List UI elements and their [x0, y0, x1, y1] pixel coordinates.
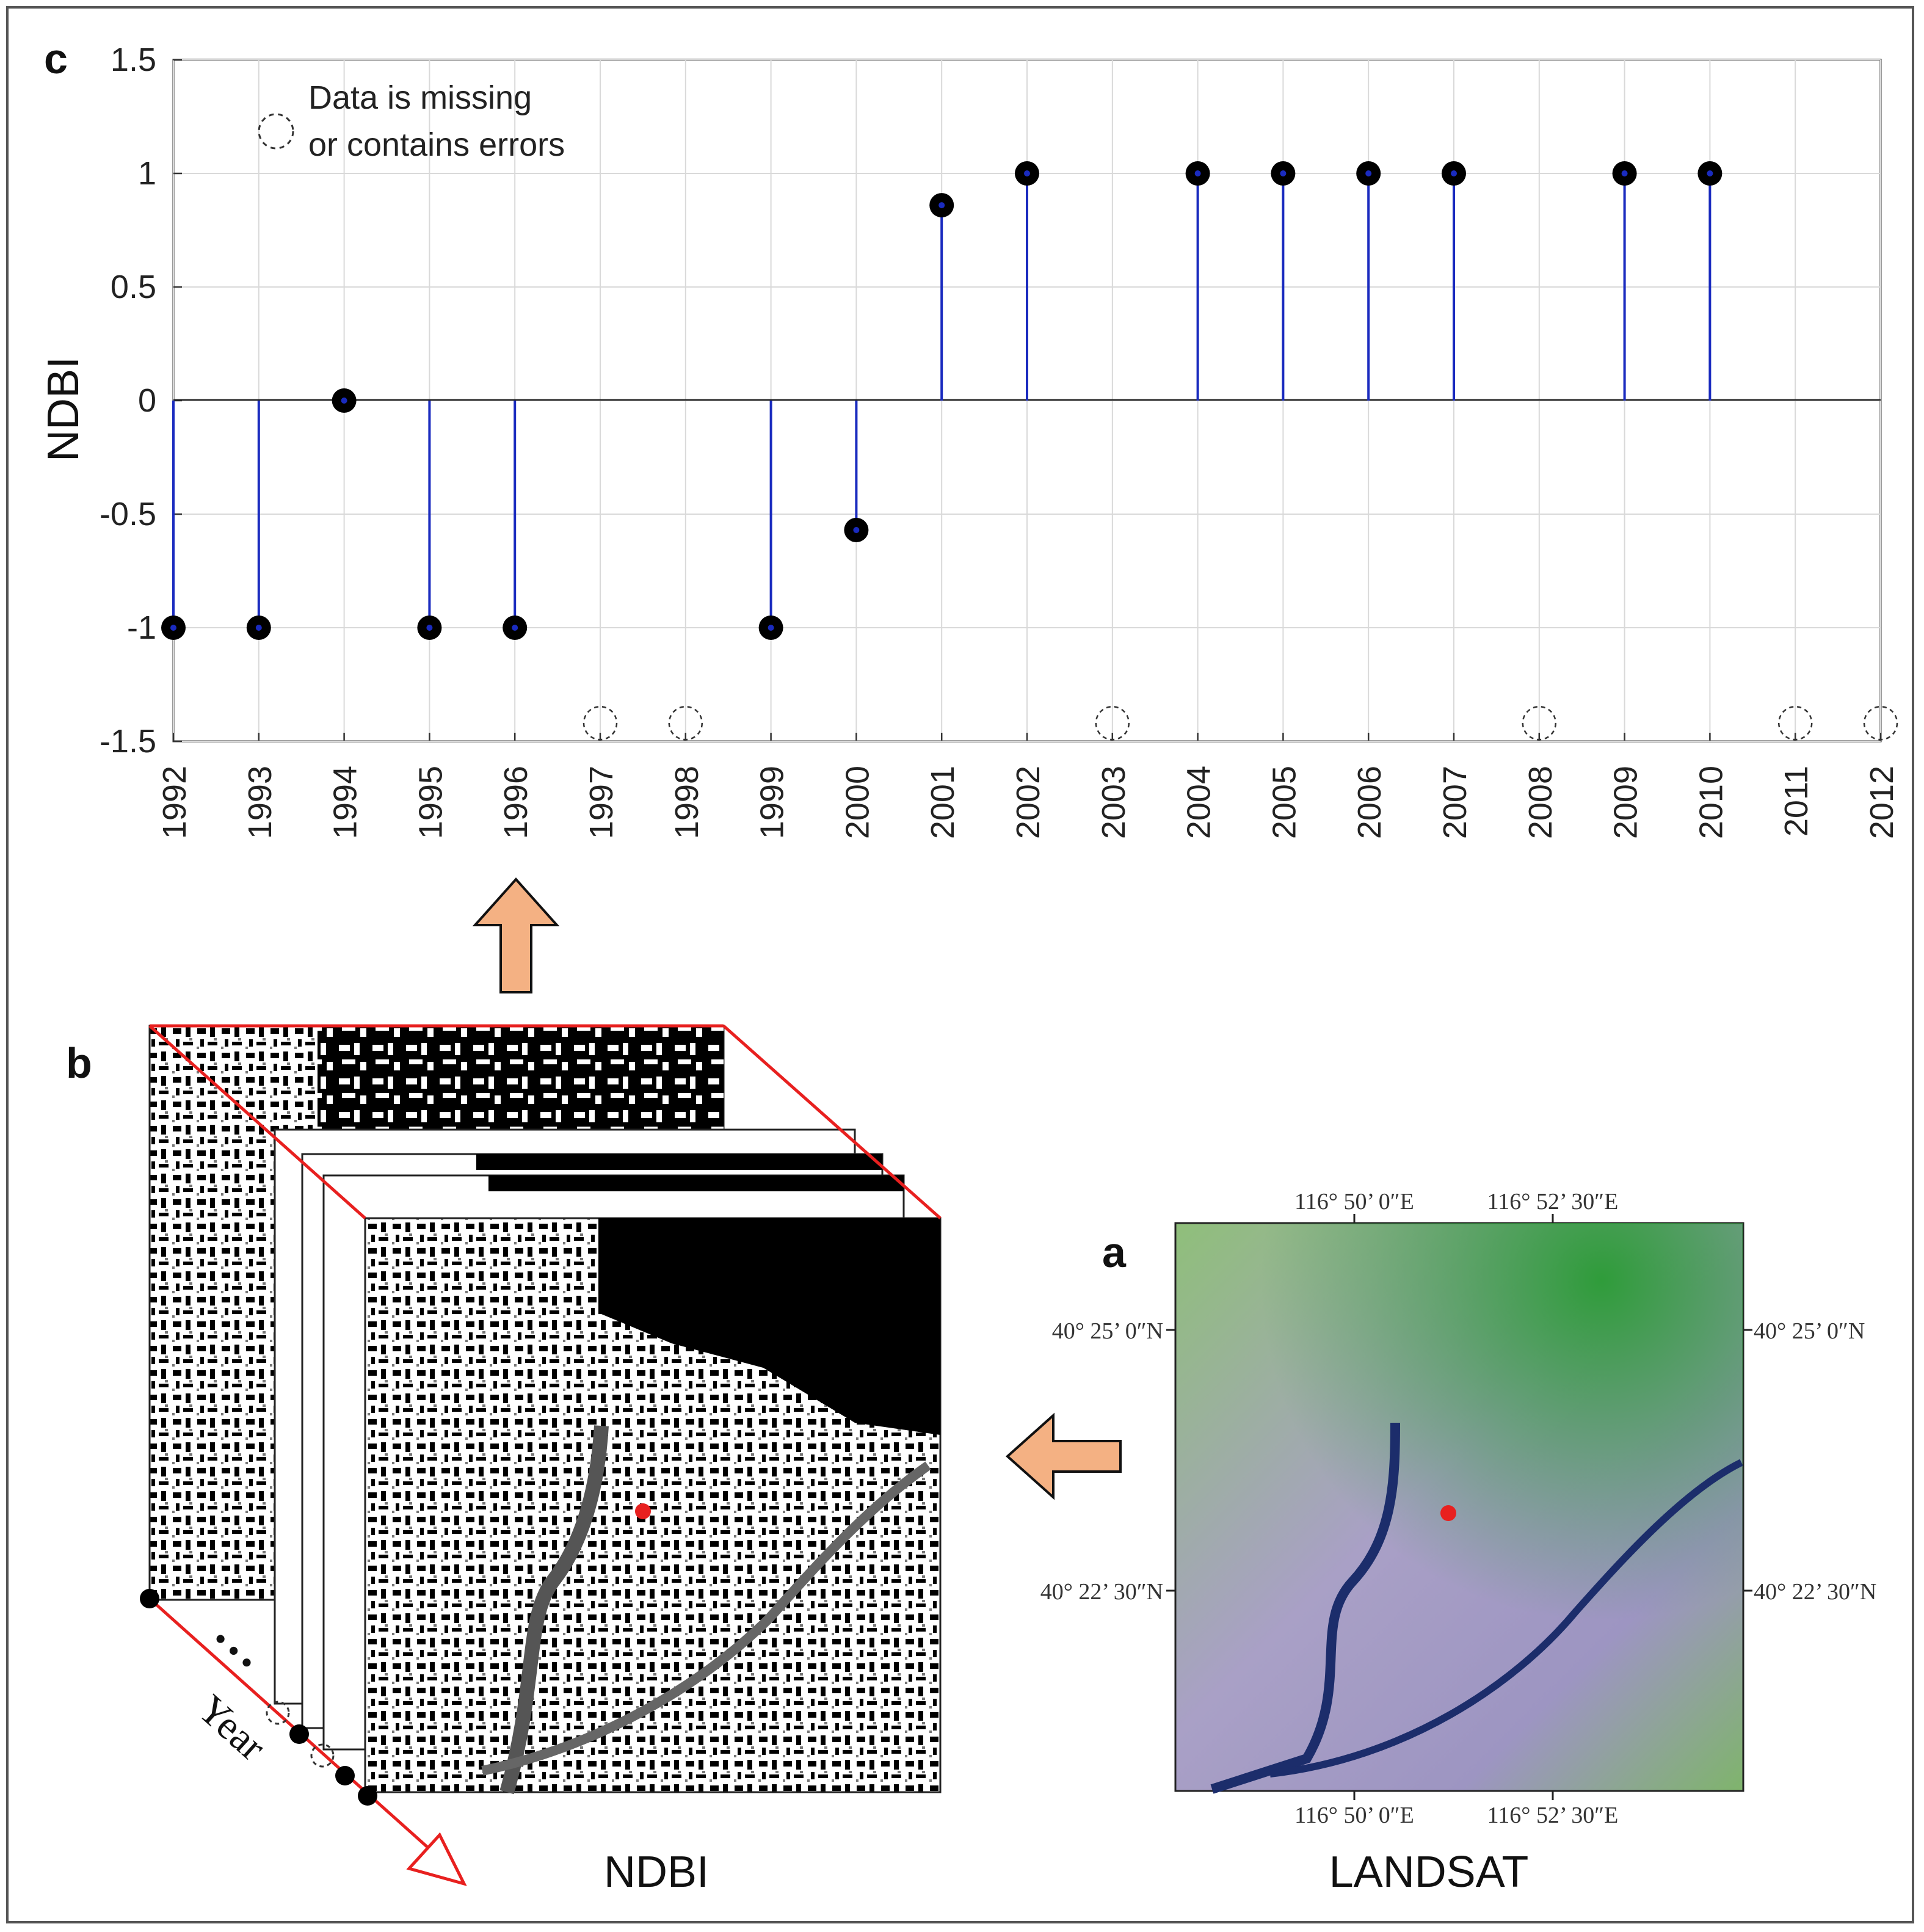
y-tick-label: 0: [138, 382, 156, 419]
year-dot: [358, 1786, 377, 1806]
ndbi-stem-chart: -1.5-1-0.500.511.5 1992 1993 1994 1995 1996 1…: [39, 35, 1900, 839]
up-arrow-icon: [472, 877, 560, 993]
stem-marker-center: [341, 398, 347, 404]
y-tick-label: 1.5: [111, 42, 156, 78]
legend-text-line2: or contains errors: [308, 126, 565, 163]
landsat-caption: LANDSAT: [1329, 1848, 1529, 1897]
missing-data-marker: [1863, 705, 1898, 741]
panel-label-c: c: [44, 35, 68, 82]
y-tick-label: -1: [127, 609, 156, 646]
x-tick-label: 2009: [1608, 766, 1644, 839]
x-tick-label: 1997: [583, 766, 620, 839]
ndbi-channel: [481, 1461, 931, 1776]
map-lon-label-bottom: 116° 50’ 0″E: [1294, 1803, 1414, 1828]
map-lon-label-top: 116° 52’ 30″E: [1487, 1189, 1619, 1215]
x-tick-label: 2002: [1010, 766, 1047, 839]
x-tick-label: 2008: [1522, 766, 1559, 839]
map-lat-label-left: 40° 22’ 30″N: [1040, 1579, 1163, 1605]
stem-marker-center: [1194, 170, 1201, 176]
x-tick-label: 2007: [1437, 766, 1473, 839]
year-axis-arrowhead: [406, 1832, 467, 1886]
stem-marker-center: [170, 625, 176, 631]
left-arrow-icon: [1005, 1412, 1122, 1500]
landsat-channel: [1269, 1459, 1743, 1778]
ndbi-image-stack: b • • • Year NDBI: [66, 1024, 942, 1897]
y-tick-label: -1.5: [100, 723, 156, 760]
stem-marker-center: [255, 625, 262, 631]
stem-marker-center: [1451, 170, 1457, 176]
x-tick-label: 2006: [1351, 766, 1388, 839]
legend: Data is missing or contains errors: [258, 79, 565, 163]
x-tick-label: 1996: [498, 766, 534, 839]
figure-frame: [6, 6, 1914, 1923]
x-tick-label: 1994: [327, 766, 364, 839]
missing-data-marker: [1095, 705, 1130, 741]
cube-edge-diag-left: [148, 1025, 366, 1219]
map-lat-label-right: 40° 25’ 0″N: [1754, 1318, 1865, 1344]
panel-label-a: a: [1102, 1229, 1127, 1276]
x-tick-label: 2000: [839, 766, 876, 839]
year-dot: [140, 1589, 159, 1608]
y-tick-labels: -1.5 -1 -0.5 0 0.5 1 1.5: [100, 42, 156, 760]
landsat-river: [1210, 1422, 1400, 1794]
year-axis-ellipsis: • • •: [206, 1624, 261, 1677]
stem-marker-center: [426, 625, 433, 631]
ndbi-frame-mid2-strip: [476, 1154, 882, 1170]
y-axis-label: NDBI: [39, 357, 88, 462]
landsat-mountains: [1175, 1223, 1743, 1791]
stem-marker-center: [512, 625, 518, 631]
stem-marker-center: [1365, 170, 1372, 176]
landsat-map: a 116° 50’ 0″E 116° 52’ 30″E 116° 50’ 0″…: [1040, 1189, 1877, 1897]
map-lat-label-right: 40° 22’ 30″N: [1754, 1579, 1876, 1605]
cube-edge-diag-right: [722, 1025, 942, 1219]
x-tick-label: 1998: [669, 766, 705, 839]
map-lat-label-left: 40° 25’ 0″N: [1052, 1318, 1163, 1344]
year-dot-missing: [266, 1701, 290, 1725]
y-tick-label: 1: [138, 155, 156, 192]
stem-series: [161, 161, 1723, 640]
missing-data-marker: [1522, 705, 1557, 741]
x-tick-label: 2011: [1778, 766, 1815, 837]
stem-marker-center: [1707, 170, 1713, 176]
x-tick-labels: 1992 1993 1994 1995 1996 1997 1998 1999 2000 2001…: [156, 766, 1900, 839]
y-tick-label: -0.5: [100, 496, 156, 532]
missing-data-marker: [1777, 705, 1813, 741]
stem-marker-center: [1621, 170, 1628, 176]
x-tick-label: 2012: [1864, 766, 1900, 839]
ndbi-river: [499, 1425, 609, 1795]
map-lon-label-top: 116° 50’ 0″E: [1294, 1189, 1414, 1215]
ndbi-frame-back-darktop: [318, 1026, 724, 1130]
dashed-circle-icon: [258, 113, 294, 150]
missing-data-marker: [583, 705, 618, 741]
x-tick-label: 1993: [242, 766, 278, 839]
stem-marker-center: [1280, 170, 1287, 176]
ndbi-dark-region: [598, 1218, 940, 1435]
x-tick-label: 2004: [1181, 766, 1218, 839]
x-tick-label: 1995: [412, 766, 449, 839]
ndbi-frame-mid3-strip: [488, 1175, 904, 1191]
x-tick-label: 2005: [1266, 766, 1302, 839]
x-tick-label: 1999: [754, 766, 791, 839]
y-tick-label: 0.5: [111, 269, 156, 305]
ndbi-caption: NDBI: [604, 1848, 709, 1897]
year-dot-missing: [310, 1743, 335, 1768]
x-tick-label: 1992: [156, 766, 193, 839]
stem-marker-center: [768, 625, 774, 631]
year-dot: [289, 1724, 309, 1744]
year-dot: [335, 1766, 355, 1785]
x-tick-label: 2001: [924, 766, 961, 839]
x-tick-label: 2010: [1693, 766, 1729, 839]
stem-marker-center: [1024, 170, 1030, 176]
x-tick-label: 2003: [1095, 766, 1132, 839]
missing-markers: [583, 705, 1898, 741]
map-lon-label-bottom: 116° 52’ 30″E: [1487, 1803, 1619, 1828]
stem-marker-center: [853, 527, 860, 534]
missing-data-marker: [668, 705, 703, 741]
landsat-sample-point: [1440, 1505, 1456, 1521]
panel-label-b: b: [66, 1039, 92, 1087]
legend-text-line1: Data is missing: [308, 79, 532, 116]
ndbi-sample-point: [635, 1503, 651, 1519]
stem-marker-center: [938, 202, 945, 209]
